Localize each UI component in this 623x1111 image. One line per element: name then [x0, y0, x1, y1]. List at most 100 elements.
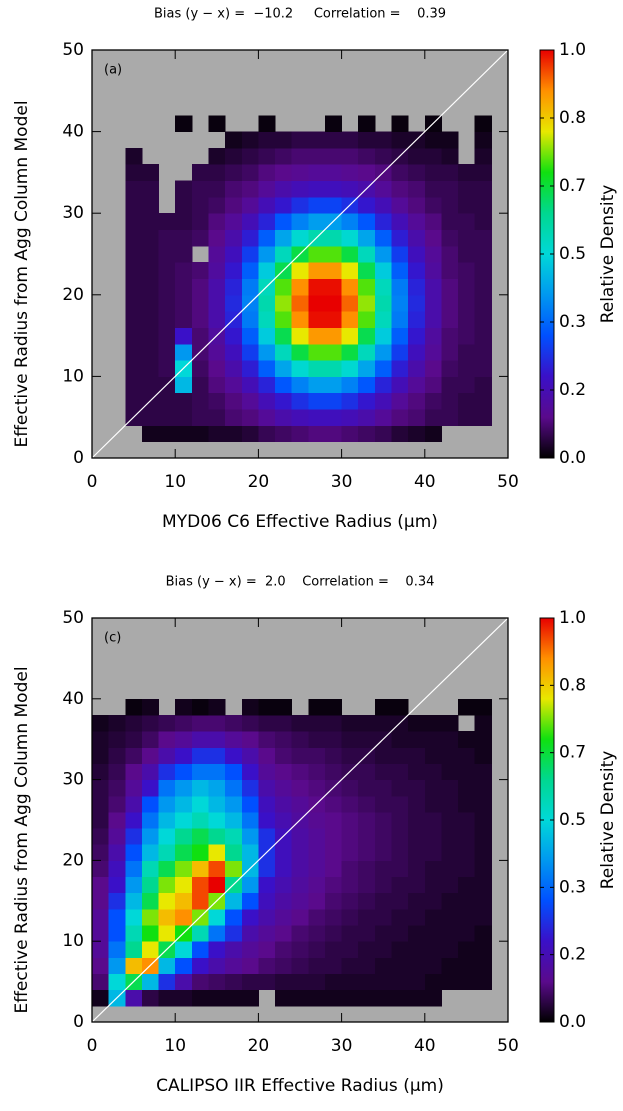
colorbar-tick-label: 0.3 [559, 877, 586, 897]
heatmap-cell [341, 860, 359, 878]
heatmap-cell [358, 262, 376, 279]
heatmap-cell [391, 892, 409, 910]
heatmap-cell [141, 409, 160, 426]
heatmap-cell [424, 376, 442, 394]
heatmap-cell [208, 294, 226, 312]
heatmap-cell [241, 714, 259, 732]
heatmap-cell [108, 763, 126, 781]
heatmap-cell [191, 989, 209, 1007]
heatmap-cell [308, 196, 326, 214]
heatmap-cell [341, 892, 359, 910]
heatmap-cell [175, 908, 193, 926]
heatmap-cell [258, 876, 276, 894]
heatmap-cell [341, 957, 359, 975]
heatmap-cell [374, 392, 393, 410]
heatmap-cell [308, 164, 326, 182]
heatmap-cell [175, 811, 193, 829]
heatmap-cell [241, 957, 259, 975]
heatmap-cell [225, 180, 243, 198]
heatmap-cell [175, 196, 193, 214]
heatmap-cell [408, 196, 426, 214]
heatmap-cell [441, 973, 459, 991]
heatmap-cell [308, 763, 326, 781]
heatmap-cell [275, 180, 293, 198]
heatmap-cell [208, 115, 226, 133]
heatmap-cell [341, 941, 359, 958]
heatmap-cell [191, 941, 209, 958]
heatmap-cell [125, 795, 143, 813]
heatmap-cell [141, 844, 160, 861]
heatmap-cell [208, 147, 226, 165]
heatmap-cell [241, 425, 259, 443]
colorbar-tick-label: 1.0 [559, 40, 586, 60]
heatmap-cell [474, 294, 492, 312]
heatmap-cell [158, 860, 176, 878]
heatmap-cell [175, 311, 193, 328]
heatmap-cell [358, 731, 376, 748]
heatmap-cell [291, 747, 309, 764]
heatmap-cell [108, 747, 126, 764]
heatmap-cell [424, 763, 442, 781]
heatmap-cell [358, 278, 376, 296]
heatmap-cell [324, 925, 343, 942]
heatmap-cell [408, 327, 426, 345]
heatmap-cell [458, 278, 476, 296]
colorbar-tick-label: 0.5 [559, 244, 586, 264]
heatmap-cell [374, 973, 393, 991]
heatmap-cell [241, 941, 259, 958]
heatmap-cell [275, 989, 293, 1007]
heatmap-cell [374, 698, 393, 716]
heatmap-cell [275, 795, 293, 813]
heatmap-cell [291, 989, 309, 1007]
heatmap-cell [424, 828, 442, 845]
heatmap-cell [225, 245, 243, 263]
heatmap-cell [158, 908, 176, 926]
heatmap-cell [474, 213, 492, 231]
heatmap-cell [258, 714, 276, 732]
heatmap-cell [358, 860, 376, 878]
heatmap-cell [125, 860, 143, 878]
y-tick-label: 0 [73, 448, 84, 468]
heatmap-cell [125, 180, 143, 198]
heatmap-cell [125, 844, 143, 861]
heatmap-cell [225, 278, 243, 296]
heatmap-cell [458, 747, 476, 764]
heatmap-cell [391, 245, 409, 263]
heatmap-cell [441, 294, 459, 312]
heatmap-cell [258, 245, 276, 263]
heatmap-cell [374, 180, 393, 198]
heatmap-cell [158, 213, 176, 231]
heatmap-cell [291, 828, 309, 845]
heatmap-cell [141, 360, 160, 377]
heatmap-cell [191, 327, 209, 345]
heatmap-cell [474, 311, 492, 328]
heatmap-cell [474, 747, 492, 764]
heatmap-cell [108, 844, 126, 861]
heatmap-cell [225, 844, 243, 861]
heatmap-cell [125, 957, 143, 975]
heatmap-cell [291, 876, 309, 894]
heatmap-cell [374, 925, 393, 942]
heatmap-cell [225, 779, 243, 797]
heatmap-cell [424, 925, 442, 942]
heatmap-cell [175, 731, 193, 748]
heatmap-cell [125, 278, 143, 296]
heatmap-cell [191, 973, 209, 991]
heatmap-cell [158, 795, 176, 813]
heatmap-cell [258, 925, 276, 942]
heatmap-cell [474, 957, 492, 975]
heatmap-cell [441, 876, 459, 894]
heatmap-cell [158, 957, 176, 975]
heatmap-cell [458, 892, 476, 910]
colorbar-tick-label: 0.0 [559, 1012, 586, 1032]
heatmap-cell [308, 180, 326, 198]
heatmap-cell [291, 844, 309, 861]
heatmap-cell [275, 147, 293, 165]
heatmap-cell [291, 278, 309, 296]
heatmap-cell [275, 425, 293, 443]
heatmap-cell [158, 731, 176, 748]
heatmap-cell [341, 392, 359, 410]
heatmap-cell [258, 164, 276, 182]
heatmap-cell [291, 763, 309, 781]
